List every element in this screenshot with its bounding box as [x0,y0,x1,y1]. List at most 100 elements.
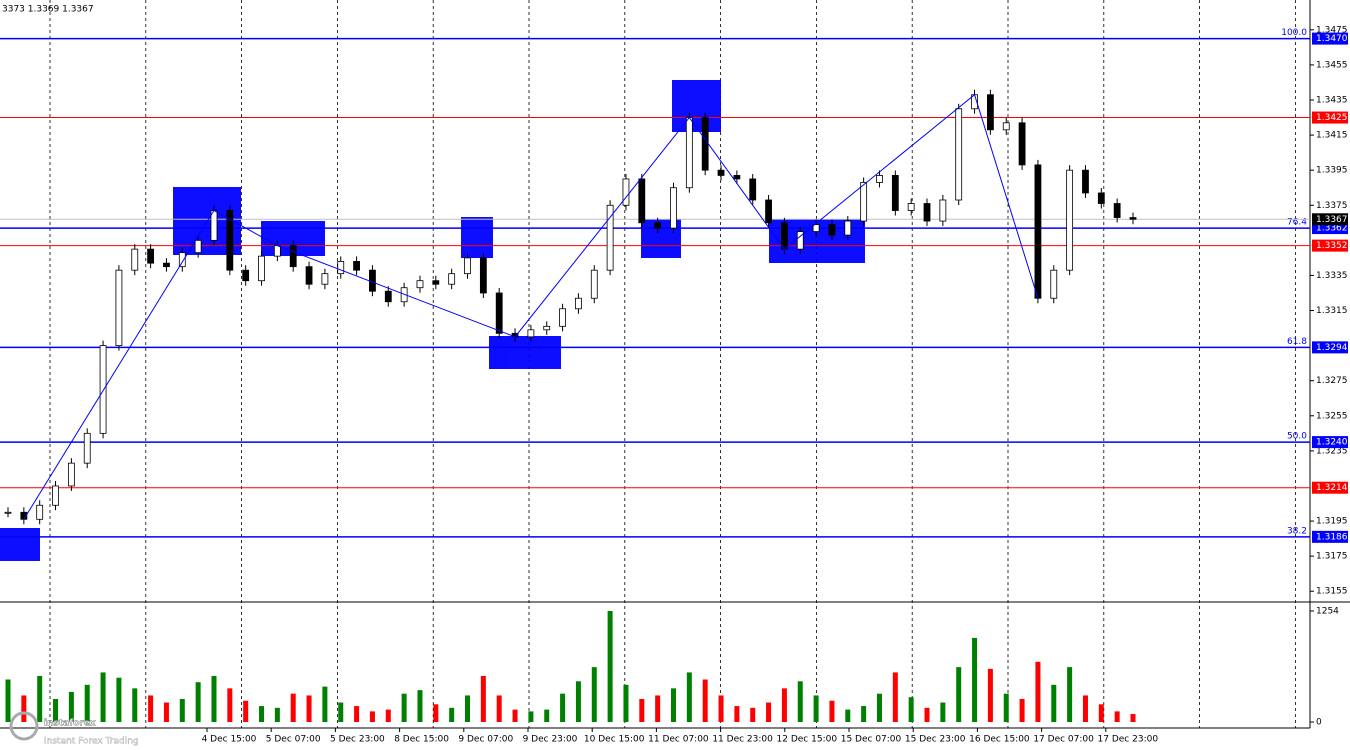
volume-bar [670,688,676,722]
volume-bar [417,690,423,722]
x-tick-label: 9 Dec 23:00 [523,735,578,745]
volume-bar [908,697,914,722]
level-label-bg [1312,111,1348,124]
y-tick-label: 1.3395 [1316,166,1348,176]
volume-bar [1098,704,1104,722]
vol-tick-label: 0 [1316,718,1322,728]
candle-body [178,252,186,268]
zone [461,217,493,258]
volume-bar [53,698,59,722]
volume-bar [243,700,249,722]
volume-bar [575,681,581,722]
candle-body [1018,122,1026,166]
volume-bar [1019,698,1025,722]
candle-body [701,117,709,171]
y-tick-label: 1.3155 [1316,587,1348,597]
volume-bar [496,695,502,722]
volume-bar [1035,661,1041,722]
volume-bar [861,706,867,722]
volume-bar [1114,711,1120,722]
zones [0,80,865,561]
volume-bar [892,672,898,722]
volume-bar [1130,714,1136,722]
volume-bar [306,695,312,722]
volume-bar [1067,667,1073,722]
candle-body [353,261,360,271]
current-price-bg [1312,213,1348,226]
volume-bar [100,672,106,722]
level-label-bg [1312,481,1348,494]
candle-body [907,203,915,211]
candle-body [1097,192,1105,204]
candle-body [52,485,59,506]
candle-body [749,178,757,201]
y-tick-label: 1.3315 [1316,306,1348,316]
x-tick-label: 16 Dec 15:00 [969,735,1030,745]
x-tick-label: 15 Dec 23:00 [905,735,966,745]
volume-bar [750,707,756,722]
candle-body [638,178,646,224]
candle-body [812,224,820,232]
volume-bar [290,693,296,722]
volume-bar [1082,695,1088,722]
y-tick-label: 1.3415 [1316,131,1348,141]
candle-body [891,175,899,211]
candle-body [1129,217,1137,220]
volume-bar [132,688,138,722]
zone [672,80,721,132]
volume-bar [163,702,169,722]
candle-body [115,269,123,347]
candle-body [543,325,551,331]
fib-label: 50.0 [1287,432,1307,442]
volume-bar [702,679,708,722]
volume-bar [655,695,661,722]
candle-body [717,169,725,176]
x-tick-label: 11 Dec 07:00 [648,735,709,745]
volume-bar [845,709,851,722]
volume-bar [385,709,391,722]
volume-bar [449,707,455,722]
level-label: 1.3425 [1316,113,1348,123]
volume-bar [940,702,946,722]
candle-body [1002,122,1010,131]
candle-body [923,203,931,222]
level-label: 1.3362 [1316,224,1348,234]
candle-body [147,248,155,264]
x-tick-label: 15 Dec 07:00 [841,735,902,745]
candle-body [495,292,503,334]
level-label: 1.3186 [1316,532,1348,542]
x-tick-label: 17 Dec 23:00 [1098,735,1159,745]
volume-bar [528,711,534,722]
candle-body [685,117,693,189]
candle-body [210,210,218,241]
watermark-sub: Instant Forex Trading [44,737,139,747]
level-label: 1.3240 [1316,438,1348,448]
volume-bar [84,684,90,722]
volume-bar [5,679,11,722]
volume-bar [1051,684,1057,722]
candle-body [606,204,614,271]
zigzag [23,93,1039,520]
volume-bar [274,707,280,722]
y-tick-label: 1.3275 [1316,376,1348,386]
volume-bar [401,693,407,722]
candle-body [337,261,345,275]
candle-body [1113,203,1121,218]
candle-body [131,248,139,271]
volume-bar [639,698,645,722]
volume-bar [781,688,787,722]
candle-body [939,199,947,222]
volume-bar [987,668,993,722]
volume-bar [116,677,122,722]
volume-bar [148,695,154,722]
volume-bar [797,681,803,722]
x-tick-label: 5 Dec 23:00 [330,735,385,745]
candle-body [986,94,994,131]
zone [489,336,561,369]
volume-bar [560,693,566,722]
volume-bar [607,611,613,722]
candle-body [432,280,440,285]
candle-body [796,231,804,250]
volume-bar [829,700,835,722]
volume-bar [686,672,692,722]
